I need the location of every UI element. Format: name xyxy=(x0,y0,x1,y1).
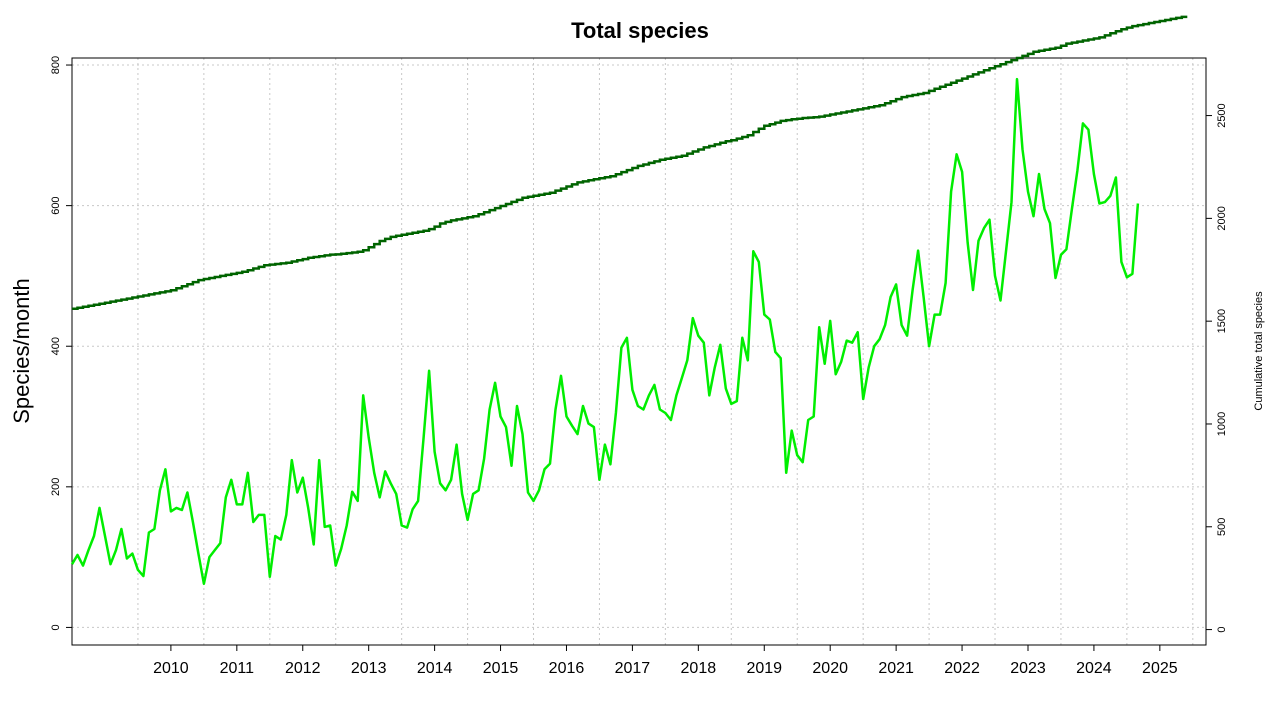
y-axis-label-left: Species/month xyxy=(9,278,34,424)
x-tick-label: 2017 xyxy=(615,660,651,677)
x-tick-label: 2012 xyxy=(285,660,321,677)
y-tick-label-left: 400 xyxy=(50,337,62,355)
x-tick-label: 2010 xyxy=(153,660,189,677)
series-line-monthly xyxy=(70,77,1140,586)
y-tick-label-left: 200 xyxy=(50,478,62,496)
chart-title: Total species xyxy=(571,18,709,43)
y-tick-label-right: 1500 xyxy=(1216,309,1228,333)
y-tick-label-right: 0 xyxy=(1216,627,1228,633)
y-tick-label-left: 800 xyxy=(50,56,62,74)
axis-left: 0 200 400 600 800 xyxy=(50,56,72,630)
x-tick-label: 2023 xyxy=(1010,660,1046,677)
y-tick-label-right: 500 xyxy=(1216,518,1228,536)
x-tick-label: 2014 xyxy=(417,660,453,677)
series-line-cumulative xyxy=(72,15,1188,311)
y-tick-label-right: 2000 xyxy=(1216,206,1228,230)
x-tick-label: 2016 xyxy=(549,660,585,677)
axis-bottom: 2010 2011 2012 2013 2014 2015 2016 2017 2018 2019… xyxy=(153,645,1178,677)
series-layer xyxy=(70,15,1188,586)
grid-layer xyxy=(72,58,1206,645)
y-tick-label-right: 1000 xyxy=(1216,412,1228,436)
x-tick-label: 2013 xyxy=(351,660,387,677)
x-tick-label: 2015 xyxy=(483,660,519,677)
x-tick-label: 2025 xyxy=(1142,660,1178,677)
x-tick-label: 2018 xyxy=(681,660,717,677)
x-tick-label: 2021 xyxy=(878,660,914,677)
x-tick-label: 2019 xyxy=(746,660,782,677)
x-tick-label: 2022 xyxy=(944,660,980,677)
x-tick-label: 2020 xyxy=(812,660,848,677)
axis-right: 0 500 1000 1500 2000 2500 xyxy=(1206,103,1228,633)
x-tick-label: 2011 xyxy=(220,660,255,677)
y-tick-label-left: 0 xyxy=(50,624,62,630)
y-tick-label-left: 600 xyxy=(50,196,62,214)
x-tick-label: 2024 xyxy=(1076,660,1112,677)
y-axis-label-right: Cumulative total species xyxy=(1253,291,1265,411)
plot-frame xyxy=(71,57,1207,646)
y-tick-label-right: 2500 xyxy=(1216,103,1228,127)
